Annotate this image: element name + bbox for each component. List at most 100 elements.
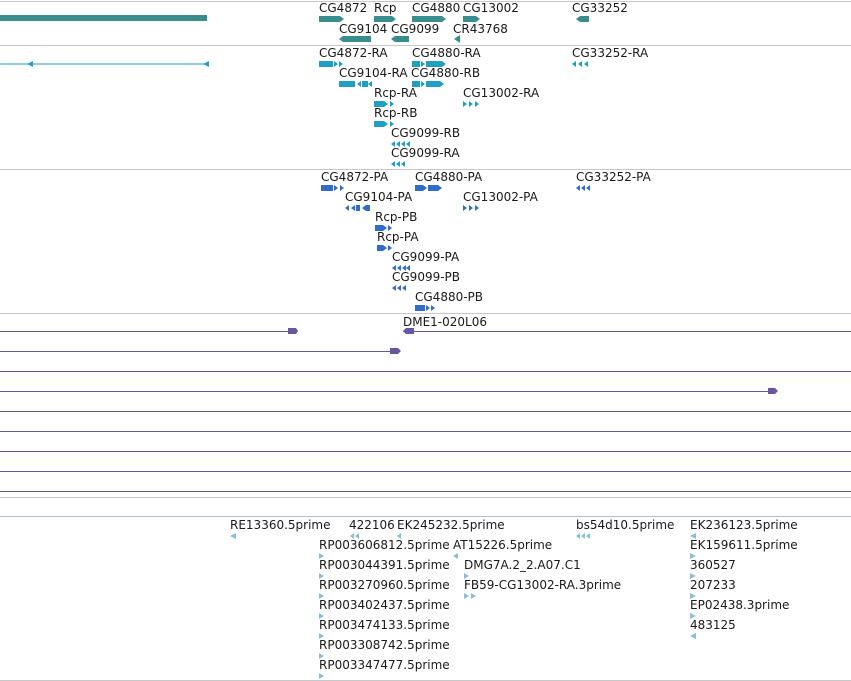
est-label-rp003402437[interactable]: RP003402437.5prime (319, 598, 450, 612)
est-label-ek159611[interactable]: EK159611.5prime (690, 538, 798, 552)
est-feature-rp003270960[interactable] (319, 593, 324, 599)
protein-feature-cg4880-pb[interactable] (415, 305, 425, 311)
transcript-feature-rcp-rb[interactable] (374, 121, 384, 127)
gene-feature-cg9104[interactable] (339, 36, 371, 42)
gene-label-cg9104[interactable]: CG9104 (339, 22, 387, 36)
protein-feature-rcp-pa[interactable] (377, 245, 383, 251)
protein-feature-cg33252-pa[interactable] (576, 185, 580, 191)
transcript-label-cg13002-ra[interactable]: CG13002-RA (463, 86, 540, 100)
est-label-re13360[interactable]: RE13360.5prime (230, 518, 331, 532)
gene-feature-cg4880[interactable] (412, 16, 446, 22)
transcript-label-cg4872-ra[interactable]: CG4872-RA (319, 46, 388, 60)
gene-feature-cg13002[interactable] (463, 16, 480, 22)
transcript-label-cg4880-ra[interactable]: CG4880-RA (412, 46, 481, 60)
transcript-feature-cg4880-rb[interactable] (412, 81, 420, 87)
transcript-label-cg33252-ra[interactable]: CG33252-RA (572, 46, 649, 60)
protein-label-cg9104-pa[interactable]: CG9104-PA (345, 190, 413, 204)
protein-feature-rcp-pb[interactable] (375, 225, 383, 231)
est-label-rp003270960[interactable]: RP003270960.5prime (319, 578, 450, 592)
est-label-at15226[interactable]: AT15226.5prime (453, 538, 552, 552)
est-label-ek236123[interactable]: EK236123.5prime (690, 518, 798, 532)
gene-label-cg4872[interactable]: CG4872 (319, 1, 367, 15)
transcript-label-cg9099-rb[interactable]: CG9099-RB (391, 126, 460, 140)
est-feature-ek159611[interactable] (690, 553, 696, 559)
transcript-label-cg4880-rb[interactable]: CG4880-RB (411, 66, 480, 80)
est-label-rp003606812[interactable]: RP003606812.5prime (319, 538, 450, 552)
protein-label-cg4880-pb[interactable]: CG4880-PB (415, 290, 483, 304)
est-feature-dmg7a[interactable] (464, 573, 469, 579)
est-label-rp003474133[interactable]: RP003474133.5prime (319, 618, 450, 632)
est-feature-ep02438[interactable] (690, 613, 696, 619)
est-feature-rp003347477[interactable] (319, 673, 324, 679)
est-feature-rp003044391[interactable] (319, 573, 324, 579)
est-label-rp003044391[interactable]: RP003044391.5prime (319, 558, 450, 572)
est-feature-rp003474133[interactable] (319, 633, 324, 639)
est-feature-rp003308742[interactable] (319, 653, 324, 659)
transcript-label-rcp-ra[interactable]: Rcp-RA (374, 86, 418, 100)
est-label-ep02438[interactable]: EP02438.3prime (690, 598, 789, 612)
est-label-fb59[interactable]: FB59-CG13002-RA.3prime (464, 578, 621, 592)
protein-label-cg9099-pb[interactable]: CG9099-PB (392, 270, 460, 284)
protein-feature-cg4872-pa[interactable] (321, 185, 333, 191)
clone-label-dme1-020l06[interactable]: DME1-020L06 (403, 315, 487, 329)
transcript-feature-cg9104-ra[interactable] (339, 81, 355, 87)
gene-label-cg9099[interactable]: CG9099 (391, 22, 439, 36)
gene-feature-cg4872[interactable] (319, 16, 344, 22)
protein-label-rcp-pb[interactable]: Rcp-PB (375, 210, 417, 224)
est-label-483125[interactable]: 483125 (690, 618, 736, 632)
est-feature-rp003606812[interactable] (319, 553, 324, 559)
est-label-bs54d10[interactable]: bs54d10.5prime (576, 518, 674, 532)
est-label-rp003347477[interactable]: RP003347477.5prime (319, 658, 450, 672)
protein-feature-cg9104-pa[interactable] (345, 205, 349, 211)
est-label-207233[interactable]: 207233 (690, 578, 736, 592)
est-feature-ek245232[interactable] (397, 533, 401, 539)
transcript-label-rcp-rb[interactable]: Rcp-RB (374, 106, 417, 120)
est-feature-422106[interactable] (350, 533, 354, 539)
est-label-ek245232[interactable]: EK245232.5prime (397, 518, 505, 532)
protein-label-cg33252-pa[interactable]: CG33252-PA (576, 170, 652, 184)
protein-label-rcp-pa[interactable]: Rcp-PA (377, 230, 419, 244)
est-feature-fb59[interactable] (464, 593, 469, 599)
transcript-label-cg9104-ra[interactable]: CG9104-RA (339, 66, 408, 80)
est-label-dmg7a[interactable]: DMG7A.2_2.A07.C1 (464, 558, 581, 572)
strand-arrow-icon (357, 81, 361, 87)
est-feature-207233[interactable] (690, 593, 696, 599)
est-label-360527[interactable]: 360527 (690, 558, 736, 572)
gene-feature-cg33252[interactable] (576, 16, 589, 22)
gene-feature-cg9099[interactable] (391, 36, 409, 42)
gene-feature-cr43768[interactable] (454, 35, 460, 43)
protein-label-cg4872-pa[interactable]: CG4872-PA (321, 170, 389, 184)
transcript-feature-cg4880-ra[interactable] (412, 61, 420, 67)
gene-label-cr43768[interactable]: CR43768 (453, 22, 508, 36)
transcript-feature-cg4872-ra[interactable] (319, 61, 333, 67)
gene-feature-rcp[interactable] (374, 16, 396, 22)
protein-feature-cg9099-pb[interactable] (392, 285, 396, 291)
est-feature-360527[interactable] (690, 573, 696, 579)
protein-label-cg4880-pa[interactable]: CG4880-PA (415, 170, 483, 184)
est-label-422106[interactable]: 422106 (349, 518, 395, 532)
gene-label-rcp[interactable]: Rcp (374, 1, 397, 15)
gene-feature-left[interactable] (0, 15, 207, 21)
est-feature-rp003402437[interactable] (319, 613, 324, 619)
protein-label-cg9099-pa[interactable]: CG9099-PA (392, 250, 460, 264)
gene-label-cg13002[interactable]: CG13002 (463, 1, 519, 15)
est-feature-483125[interactable] (690, 633, 696, 639)
transcript-feature-cg9099-rb[interactable] (391, 141, 395, 147)
transcript-feature-cg9099-ra[interactable] (391, 161, 395, 167)
transcript-feature-rcp-ra[interactable] (374, 101, 384, 107)
strand-arrow-icon (362, 205, 366, 211)
protein-feature-cg9099-pa[interactable] (392, 265, 396, 271)
est-label-rp003308742[interactable]: RP003308742.5prime (319, 638, 450, 652)
gene-label-cg4880[interactable]: CG4880 (412, 1, 460, 15)
transcript-feature-cg33252-ra[interactable] (572, 61, 576, 67)
transcript-feature-cg13002-ra[interactable] (463, 101, 467, 107)
transcript-label-cg9099-ra[interactable]: CG9099-RA (391, 146, 460, 160)
est-feature-ek236123[interactable] (690, 533, 696, 539)
protein-label-cg13002-pa[interactable]: CG13002-PA (463, 190, 539, 204)
est-feature-at15226[interactable] (453, 553, 458, 559)
est-feature-re13360[interactable] (230, 533, 236, 539)
protein-feature-cg4880-pa[interactable] (415, 185, 423, 191)
est-feature-bs54d10[interactable] (576, 533, 580, 539)
protein-feature-cg13002-pa[interactable] (463, 205, 467, 211)
gene-label-cg33252[interactable]: CG33252 (572, 1, 628, 15)
